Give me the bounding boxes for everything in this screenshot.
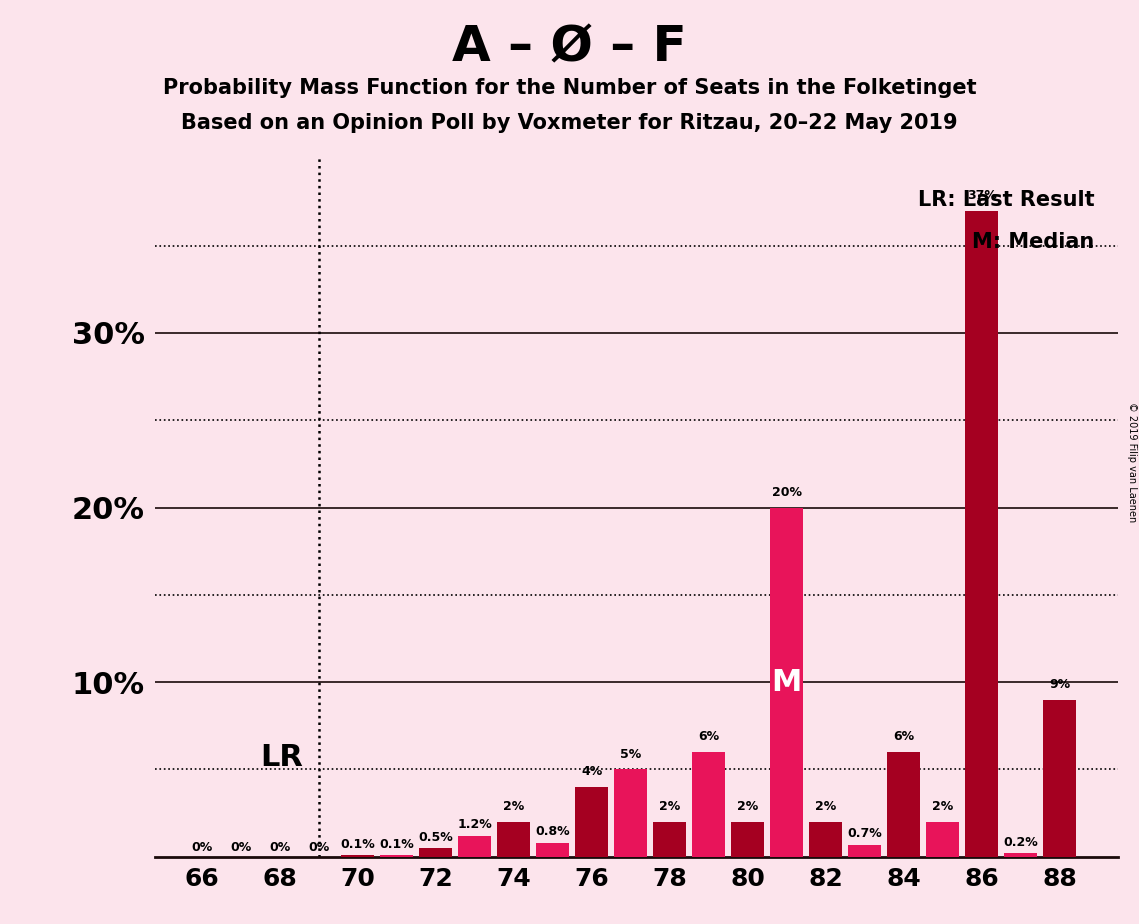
Text: 2%: 2% bbox=[737, 800, 759, 813]
Text: 0.1%: 0.1% bbox=[379, 838, 413, 851]
Text: LR: LR bbox=[260, 743, 303, 772]
Bar bbox=[849, 845, 882, 857]
Text: 2%: 2% bbox=[816, 800, 836, 813]
Text: 0.2%: 0.2% bbox=[1003, 836, 1038, 849]
Bar bbox=[770, 507, 803, 857]
Bar bbox=[380, 855, 413, 857]
Text: 6%: 6% bbox=[698, 730, 720, 743]
Bar bbox=[965, 211, 999, 857]
Bar bbox=[458, 836, 491, 857]
Text: 0.8%: 0.8% bbox=[535, 825, 570, 838]
Text: Based on an Opinion Poll by Voxmeter for Ritzau, 20–22 May 2019: Based on an Opinion Poll by Voxmeter for… bbox=[181, 113, 958, 133]
Text: 0.7%: 0.7% bbox=[847, 827, 882, 840]
Bar bbox=[497, 821, 531, 857]
Text: 0.1%: 0.1% bbox=[341, 838, 375, 851]
Text: 2%: 2% bbox=[659, 800, 680, 813]
Bar bbox=[341, 855, 375, 857]
Bar bbox=[809, 821, 843, 857]
Text: 2%: 2% bbox=[932, 800, 953, 813]
Text: A – Ø – F: A – Ø – F bbox=[452, 23, 687, 71]
Text: 4%: 4% bbox=[581, 765, 603, 778]
Text: © 2019 Filip van Laenen: © 2019 Filip van Laenen bbox=[1126, 402, 1137, 522]
Text: 5%: 5% bbox=[620, 748, 641, 760]
Bar bbox=[575, 787, 608, 857]
Text: 0.5%: 0.5% bbox=[418, 831, 453, 844]
Bar bbox=[731, 821, 764, 857]
Text: 20%: 20% bbox=[772, 486, 802, 499]
Bar bbox=[1043, 699, 1076, 857]
Text: 9%: 9% bbox=[1049, 678, 1071, 691]
Text: 0%: 0% bbox=[269, 841, 290, 854]
Bar bbox=[614, 770, 647, 857]
Text: LR: Last Result: LR: Last Result bbox=[918, 189, 1095, 210]
Bar bbox=[419, 848, 452, 857]
Text: M: Median: M: Median bbox=[972, 232, 1095, 251]
Bar bbox=[926, 821, 959, 857]
Bar bbox=[887, 752, 920, 857]
Text: Probability Mass Function for the Number of Seats in the Folketinget: Probability Mass Function for the Number… bbox=[163, 78, 976, 98]
Text: 1.2%: 1.2% bbox=[457, 819, 492, 832]
Text: M: M bbox=[771, 668, 802, 697]
Text: 0%: 0% bbox=[191, 841, 212, 854]
Text: 0%: 0% bbox=[308, 841, 329, 854]
Text: 0%: 0% bbox=[230, 841, 252, 854]
Text: 2%: 2% bbox=[503, 800, 524, 813]
Text: 37%: 37% bbox=[967, 188, 997, 201]
Bar bbox=[1005, 853, 1038, 857]
Bar bbox=[693, 752, 726, 857]
Bar bbox=[653, 821, 687, 857]
Bar bbox=[536, 843, 570, 857]
Text: 6%: 6% bbox=[893, 730, 915, 743]
